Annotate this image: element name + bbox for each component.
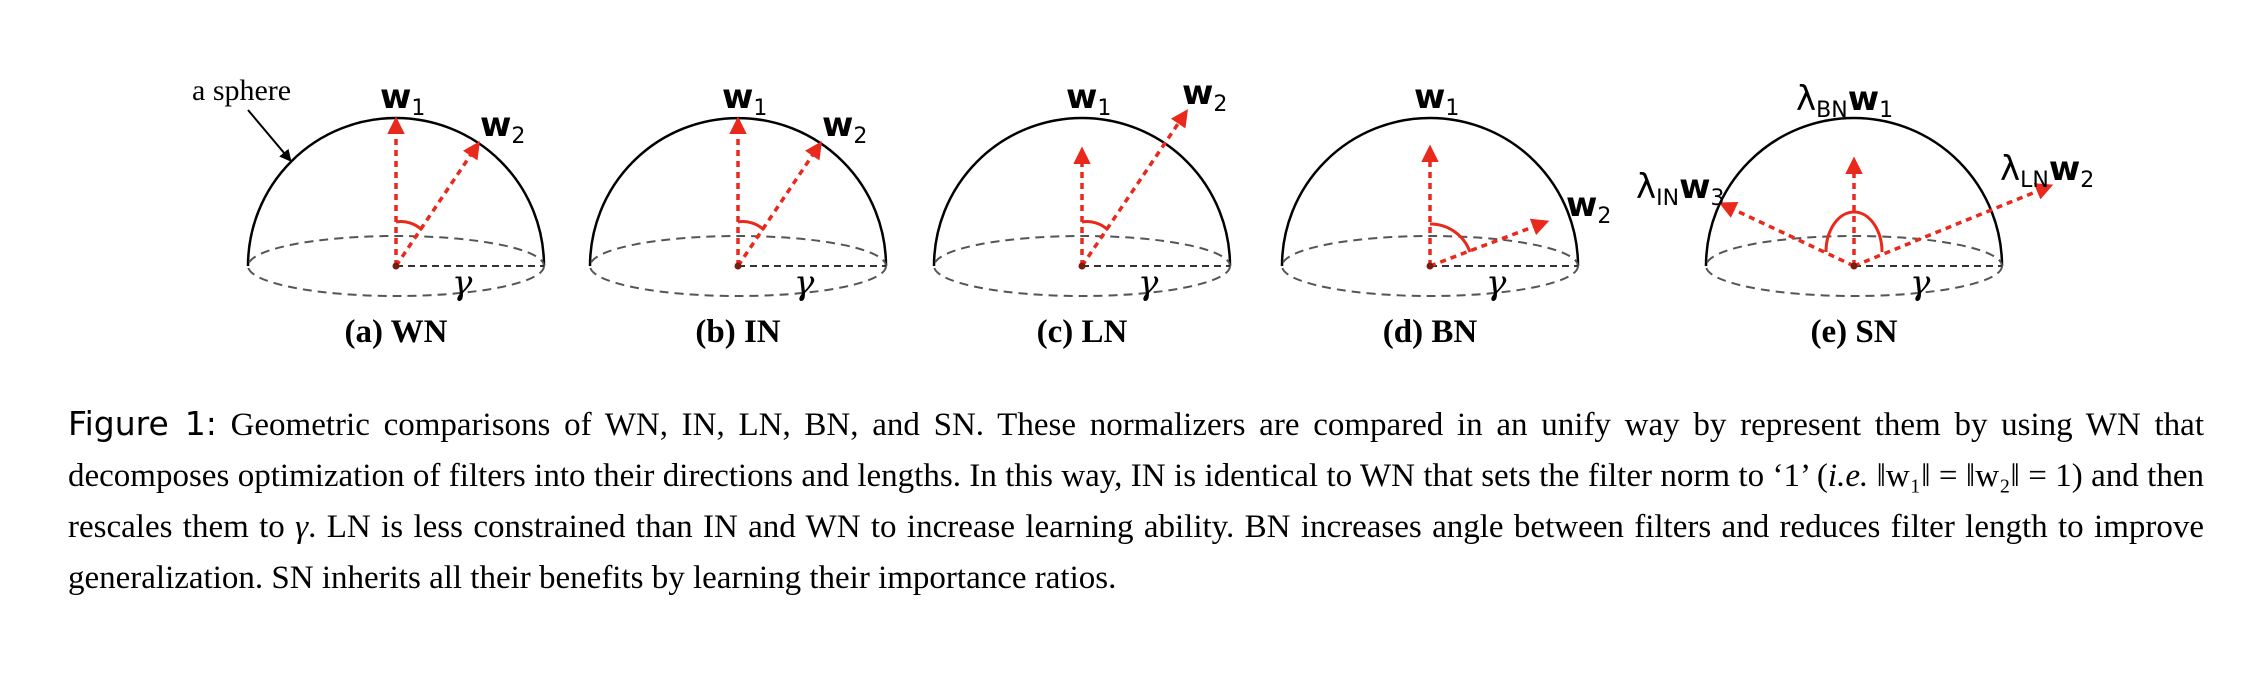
w2-vector [736, 141, 822, 267]
sphere-annotation-arrow [247, 109, 292, 162]
w1-label: w1 [380, 77, 425, 121]
gamma-label: γ [1138, 263, 1159, 303]
w2-vector [1853, 183, 2054, 268]
caption-ie: i.e. [1827, 458, 1869, 494]
panel-ln: w1 w2 γ (c) LN [932, 73, 1232, 350]
hemisphere-outline [1704, 116, 2004, 267]
caption-text-part3: . LN is less constrained than IN and WN … [68, 509, 2204, 596]
panel-caption-bn: (d) BN [1383, 314, 1478, 350]
panel-in: w1 w2 γ (b) IN [588, 77, 888, 350]
hemisphere-outline [1280, 116, 1580, 267]
figure-diagram: a sphere w1 w2 γ (a) WN w1 w2 γ (b) IN [192, 73, 2094, 350]
gamma-label: γ [1910, 263, 1931, 303]
caption-gamma: γ [295, 509, 309, 545]
w2-label: w2 [480, 105, 525, 149]
panel-sn: λBNw1 λLNw2 λINw3 γ (e) SN [1636, 79, 2094, 350]
angle-arc [737, 220, 766, 232]
hemisphere-outline [932, 116, 1232, 267]
w1-label: w1 [1066, 77, 1111, 121]
origin-dot [392, 262, 400, 270]
angle-arc [1081, 220, 1110, 232]
origin-dot [734, 262, 742, 270]
w3-vector [1718, 202, 1855, 268]
w2-vector [1080, 109, 1188, 267]
panel-caption-ln: (c) LN [1037, 314, 1128, 350]
angle-arc [395, 220, 424, 232]
caption-formula: ‖w₁‖ = ‖w₂‖ = 1 [1868, 458, 2072, 494]
lambda-bn-w1-label: λBNw1 [1796, 79, 1893, 123]
caption-text-part2: ) and then rescales them to [68, 458, 2204, 545]
w2-label: w2 [822, 105, 867, 149]
lambda-ln-w2-label: λLNw2 [2000, 149, 2094, 193]
gamma-label: γ [794, 263, 815, 303]
angle-arc [1824, 210, 1884, 253]
w2-label: w2 [1182, 73, 1227, 117]
panel-caption-in: (b) IN [695, 314, 780, 350]
lambda-in-w3-label: λINw3 [1636, 167, 1725, 211]
w2-vector [1429, 218, 1550, 268]
gamma-label: γ [1486, 263, 1507, 303]
w1-label: w1 [1414, 77, 1459, 121]
w1-label: w1 [722, 77, 767, 121]
figure-caption: Figure 1: Geometric comparisons of WN, I… [68, 398, 2204, 604]
w2-label: w2 [1566, 185, 1611, 229]
panel-bn: w1 w2 γ (d) BN [1280, 77, 1611, 350]
caption-text-part1: Geometric comparisons of WN, IN, LN, BN,… [68, 407, 2204, 494]
panel-caption-sn: (e) SN [1810, 314, 1897, 350]
origin-dot [1850, 262, 1858, 270]
figure-label: Figure 1: [68, 404, 217, 443]
w2-vector [394, 141, 480, 267]
panel-wn: w1 w2 γ (a) WN [246, 77, 546, 350]
sphere-annotation-label: a sphere [192, 74, 291, 107]
origin-dot [1078, 262, 1086, 270]
panel-caption-wn: (a) WN [345, 314, 448, 350]
gamma-label: γ [452, 263, 473, 303]
angle-arc [1429, 222, 1472, 253]
origin-dot [1426, 262, 1434, 270]
